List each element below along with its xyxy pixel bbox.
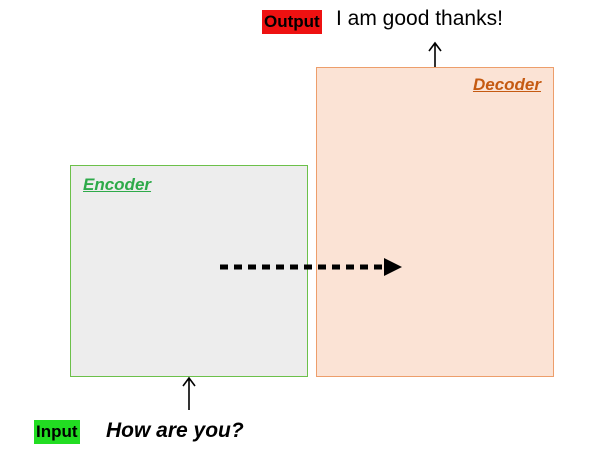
context-arrow-head (384, 258, 402, 276)
output-text: I am good thanks! (336, 7, 503, 30)
decoder-label: Decoder (472, 75, 541, 94)
output-tag: Output (262, 10, 322, 34)
encoder-block: Encoder (70, 165, 308, 377)
encoder-label: Encoder (83, 175, 152, 194)
input-text: How are you? (106, 419, 244, 442)
input-up-arrow (182, 376, 196, 410)
output-up-arrow (428, 41, 442, 67)
input-tag: Input (34, 420, 80, 444)
decoder-block: Decoder (316, 67, 554, 377)
